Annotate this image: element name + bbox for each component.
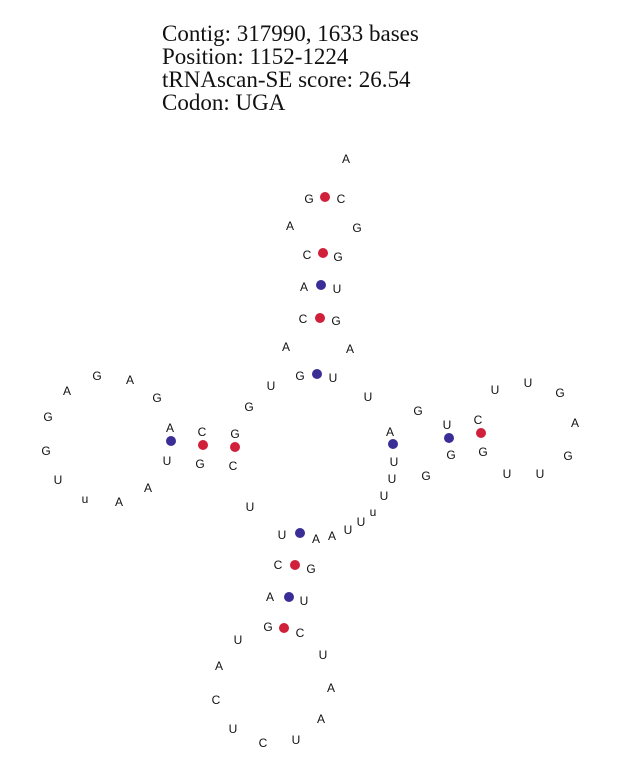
nucleotide-41: u bbox=[370, 505, 377, 519]
base-pair-dot-5 bbox=[312, 369, 322, 379]
nucleotide-52: A bbox=[571, 416, 579, 430]
nucleotide-70: A bbox=[317, 712, 325, 726]
nucleotide-69: C bbox=[212, 693, 221, 707]
base-pair-dot-15 bbox=[279, 623, 289, 633]
base-pair-dot-9 bbox=[388, 439, 398, 449]
header: Contig: 317990, 1633 bases Position: 115… bbox=[162, 22, 419, 114]
base-pair-dot-7 bbox=[198, 440, 208, 450]
nucleotide-64: C bbox=[296, 626, 305, 640]
base-pair-dot-14 bbox=[284, 592, 294, 602]
nucleotide-37: A bbox=[386, 425, 394, 439]
nucleotide-72: C bbox=[259, 736, 268, 750]
nucleotide-48: U bbox=[491, 383, 500, 397]
nucleotide-22: G bbox=[152, 391, 161, 405]
nucleotide-7: G bbox=[333, 250, 342, 264]
nucleotide-1: A bbox=[342, 152, 350, 166]
nucleotide-5: G bbox=[352, 221, 361, 235]
nucleotide-36: G bbox=[413, 404, 422, 418]
nucleotide-67: A bbox=[215, 659, 223, 673]
contig-label: Contig: 317990, 1633 bases bbox=[162, 21, 419, 46]
nucleotide-59: C bbox=[274, 558, 283, 572]
nucleotide-60: G bbox=[306, 562, 315, 576]
nucleotide-35: U bbox=[246, 500, 255, 514]
nucleotide-9: U bbox=[333, 282, 342, 296]
nucleotide-42: U bbox=[357, 515, 366, 529]
base-pair-dot-2 bbox=[318, 248, 328, 258]
nucleotide-3: C bbox=[337, 192, 346, 206]
nucleotide-40: U bbox=[380, 489, 389, 503]
codon-label: Codon: UGA bbox=[162, 90, 286, 115]
nucleotide-16: U bbox=[267, 379, 276, 393]
nucleotide-44: U bbox=[443, 418, 452, 432]
nucleotide-63: G bbox=[263, 620, 272, 634]
nucleotide-13: A bbox=[346, 342, 354, 356]
nucleotide-27: A bbox=[115, 495, 123, 509]
nucleotide-28: A bbox=[144, 481, 152, 495]
position-label: Position: 1152-1224 bbox=[162, 44, 349, 69]
base-pair-dot-4 bbox=[315, 313, 325, 323]
nucleotide-58: U bbox=[344, 523, 353, 537]
nucleotide-73: U bbox=[292, 733, 301, 747]
base-pair-dot-12 bbox=[295, 528, 305, 538]
nucleotide-33: G bbox=[230, 427, 239, 441]
nucleotide-23: G bbox=[43, 410, 52, 424]
nucleotide-61: A bbox=[266, 590, 274, 604]
base-pair-dot-6 bbox=[166, 436, 176, 446]
nucleotide-18: U bbox=[364, 390, 373, 404]
nucleotide-17: G bbox=[244, 400, 253, 414]
base-pair-dot-8 bbox=[230, 442, 240, 452]
nucleotide-34: C bbox=[229, 459, 238, 473]
nucleotide-6: C bbox=[303, 248, 312, 262]
nucleotide-55: U bbox=[278, 528, 287, 542]
nucleotide-68: A bbox=[327, 681, 335, 695]
nucleotide-11: G bbox=[331, 314, 340, 328]
nucleotide-8: A bbox=[300, 280, 308, 294]
nucleotide-43: G bbox=[421, 469, 430, 483]
nucleotide-62: U bbox=[300, 594, 309, 608]
nucleotide-24: G bbox=[41, 444, 50, 458]
nucleotide-29: A bbox=[166, 421, 174, 435]
nucleotide-71: U bbox=[229, 722, 238, 736]
nucleotide-38: U bbox=[390, 455, 399, 469]
nucleotide-30: U bbox=[163, 454, 172, 468]
nucleotide-12: A bbox=[282, 340, 290, 354]
nucleotide-21: A bbox=[63, 384, 71, 398]
nucleotide-39: U bbox=[388, 472, 397, 486]
nucleotide-26: u bbox=[82, 492, 89, 506]
base-pair-dot-10 bbox=[444, 433, 454, 443]
nucleotide-46: C bbox=[474, 413, 483, 427]
base-pair-dot-1 bbox=[320, 192, 330, 202]
nucleotide-14: G bbox=[295, 369, 304, 383]
nucleotide-31: C bbox=[198, 425, 207, 439]
nucleotide-53: G bbox=[563, 449, 572, 463]
nucleotide-19: A bbox=[126, 373, 134, 387]
nucleotide-66: U bbox=[319, 648, 328, 662]
nucleotide-10: C bbox=[299, 312, 308, 326]
nucleotide-32: G bbox=[195, 457, 204, 471]
nucleotide-25: U bbox=[54, 473, 63, 487]
nucleotide-15: U bbox=[329, 371, 338, 385]
score-label: tRNAscan-SE score: 26.54 bbox=[162, 67, 411, 92]
nucleotide-54: U bbox=[536, 467, 545, 481]
base-pair-dot-3 bbox=[316, 280, 326, 290]
nucleotide-4: A bbox=[286, 219, 294, 233]
nucleotide-51: G bbox=[555, 386, 564, 400]
nucleotide-56: A bbox=[312, 532, 320, 546]
nucleotide-65: U bbox=[234, 633, 243, 647]
nucleotide-2: G bbox=[304, 192, 313, 206]
nucleotide-57: A bbox=[328, 529, 336, 543]
nucleotide-49: U bbox=[524, 376, 533, 390]
nucleotide-50: U bbox=[503, 467, 512, 481]
nucleotide-20: G bbox=[92, 369, 101, 383]
base-pair-dot-11 bbox=[476, 428, 486, 438]
base-pair-dot-13 bbox=[290, 560, 300, 570]
nucleotide-45: G bbox=[446, 448, 455, 462]
nucleotide-47: G bbox=[478, 445, 487, 459]
